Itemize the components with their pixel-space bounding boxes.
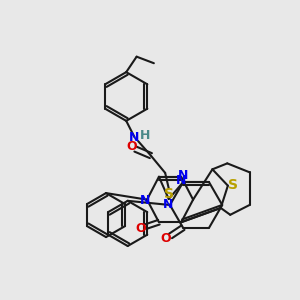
Text: S: S [228, 178, 238, 192]
Text: N: N [178, 169, 188, 182]
Text: N: N [140, 194, 151, 207]
Text: S: S [164, 187, 174, 201]
Text: H: H [140, 129, 150, 142]
Text: N: N [163, 199, 174, 212]
Text: N: N [176, 174, 187, 187]
Text: O: O [161, 232, 171, 245]
Text: O: O [135, 222, 146, 235]
Text: O: O [126, 140, 136, 153]
Text: N: N [129, 131, 140, 144]
